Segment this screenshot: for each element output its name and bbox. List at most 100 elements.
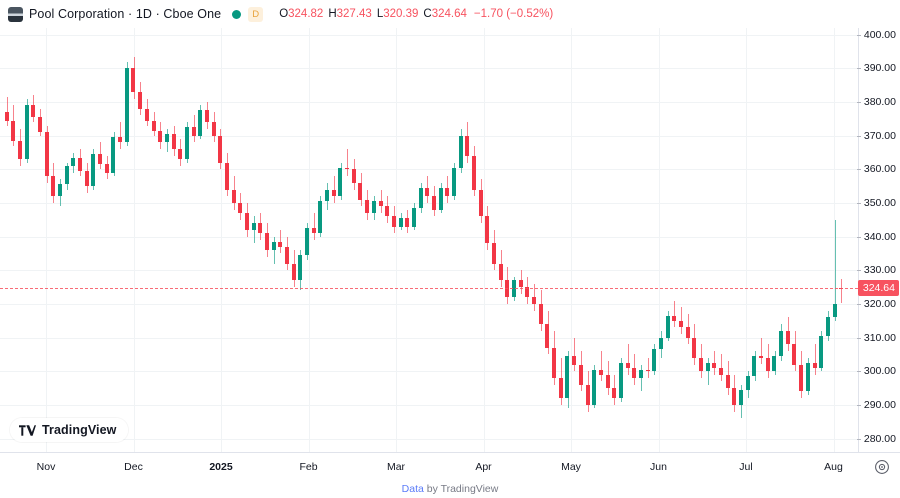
candle-body [71,157,75,166]
candle-wick [7,96,8,126]
gridline-vertical [483,28,485,452]
candle-body [338,167,342,197]
candle-body [826,317,830,336]
candle-wick [601,351,602,382]
price-axis[interactable]: 324.64 400.00 390.00 380.00 370.00 360.00 350… [856,28,900,452]
candle-body [586,384,590,405]
candle-body [712,362,716,368]
candle-wick [648,357,649,378]
candle-body [786,330,790,345]
candle-body [332,189,336,197]
candle-body [131,68,135,92]
change-value: −1.70 (−0.52%) [473,8,554,20]
candle-body [499,263,503,281]
tradingview-watermark[interactable]: TradingView [10,418,128,442]
time-tick-label: 2025 [209,461,233,473]
candle-body [465,135,469,156]
candle-wick [314,213,315,240]
data-link[interactable]: Data [401,483,424,495]
candle-body [125,68,129,143]
candle-body [172,134,176,150]
candle-wick [280,229,281,254]
price-tick-label: 310.00 [856,332,896,344]
candle-body [772,356,776,372]
candle-body [666,315,670,338]
gridline-horizontal [0,270,858,272]
candle-wick [120,122,121,150]
gridline-horizontal [0,68,858,70]
candle-body [305,228,309,256]
candle-wick [815,344,816,375]
time-tick-label: May [561,461,581,473]
candle-body [813,362,817,368]
candle-body [746,376,750,390]
candle-body [85,171,89,187]
candle-body [218,135,222,163]
candle-body [592,369,596,405]
candle-body [298,255,302,281]
time-tick-label: Feb [299,461,318,473]
series-status-dot-icon [232,9,242,19]
candle-body [439,187,443,210]
price-tick-label: 350.00 [856,197,896,209]
candle-body [819,335,823,368]
gridline-vertical [746,28,747,452]
candle-wick [708,357,709,385]
footer-text: by TradingView [426,483,499,495]
candle-wick [835,219,836,321]
candle-body [365,199,369,214]
time-tick-label: Dec [124,461,143,473]
chart-gridlines [0,28,858,452]
candle-body [425,187,429,197]
price-tick-mark [856,68,861,70]
gridline-horizontal [0,102,858,104]
interval-badge[interactable]: D [248,6,264,22]
candle-body [152,120,156,131]
candle-body [459,135,463,168]
chart-legend-header: Pool Corporation · 1D · Cboe One D O324.… [0,0,900,28]
candle-body [646,369,650,372]
gridline-horizontal [0,169,858,171]
candle-body [258,223,262,234]
time-axis[interactable]: Nov Dec 2025 Feb Mar Apr May Jun Jul Aug [0,452,900,480]
candle-body [686,327,690,338]
candle-body [285,246,289,264]
candle-body [739,389,743,405]
candle-body [639,369,643,378]
candle-body [539,303,543,325]
candle-body [779,330,783,357]
candle-body [138,91,142,109]
candle-body [245,213,249,230]
candle-body [78,157,82,171]
gridline-vertical [396,28,397,452]
candle-body [31,105,35,118]
candle-body [345,167,349,170]
candle-body [185,127,189,160]
candle-wick [841,278,842,303]
candle-body [145,108,149,121]
price-tick-mark [856,371,861,373]
candle-wick [534,283,535,311]
candle-body [58,184,62,197]
candle-body [385,206,389,217]
candle-body [485,216,489,244]
chart-plot-area[interactable]: TradingView [0,28,858,452]
gridline-vertical [133,28,135,452]
candle-body [432,196,436,210]
price-tick-label: 390.00 [856,62,896,74]
ohlc-values: O324.82 H327.43 L320.39 C324.64 −1.70 (−0.52… [279,8,553,20]
price-tick-mark [856,34,861,36]
candle-body [45,132,49,177]
candle-body [672,315,676,321]
candle-body [165,134,169,143]
candle-body [652,349,656,372]
candle-body [726,374,730,389]
gridline-vertical [46,28,47,452]
crosshair-target-icon[interactable] [874,459,890,475]
candle-body [552,347,556,378]
candle-body [752,356,756,377]
candle-wick [674,300,675,328]
symbol-title[interactable]: Pool Corporation · 1D · Cboe One [29,7,222,21]
candle-body [759,356,763,358]
candle-body [292,263,296,281]
